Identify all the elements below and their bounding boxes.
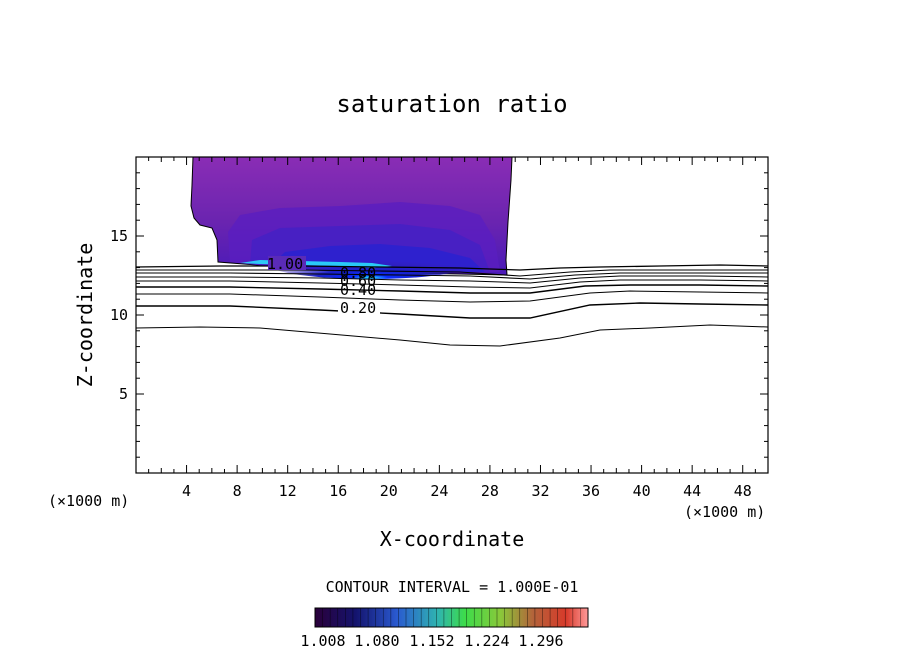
contour-lines <box>136 264 768 347</box>
colorbar-label: 1.296 <box>518 632 563 650</box>
colorbar-label: 1.224 <box>464 632 509 650</box>
y-tick-label: 5 <box>119 385 128 403</box>
contour-line <box>136 302 768 319</box>
x-tick-label: 40 <box>633 482 651 500</box>
x-tick-label: 20 <box>380 482 398 500</box>
x-tick-label: 28 <box>481 482 499 500</box>
x-unit-right: (×1000 m) <box>684 503 765 521</box>
contour-label: 0.20 <box>340 299 376 317</box>
contour-label: 0.60 <box>340 272 376 290</box>
x-tick-label: 4 <box>182 482 191 500</box>
x-tick-label: 32 <box>531 482 549 500</box>
plot-area <box>136 157 768 347</box>
x-tick-label: 16 <box>329 482 347 500</box>
x-tick-label: 48 <box>734 482 752 500</box>
y-axis: 5 10 15 <box>110 172 768 458</box>
contour-label: 0.80 <box>340 264 376 282</box>
colorbar-label: 1.080 <box>354 632 399 650</box>
contour-label-bg <box>338 300 380 314</box>
x-tick-label: 8 <box>233 482 242 500</box>
contour-line <box>136 279 768 289</box>
contour-label-bg <box>268 256 306 270</box>
colorbar-label: 1.008 <box>300 632 345 650</box>
y-tick-label: 10 <box>110 306 128 324</box>
contour-labels: 1.00 0.80 0.60 0.40 0.20 <box>267 255 380 317</box>
x-axis: 4 8 12 16 20 24 28 32 36 40 44 48 <box>148 157 756 500</box>
y-axis-label: Z-coordinate <box>73 243 97 388</box>
contour-line <box>136 269 768 277</box>
x-axis-label: X-coordinate <box>380 527 525 551</box>
colorbar-labels: 1.008 1.080 1.152 1.224 1.296 <box>300 632 563 650</box>
contour-interval-text: CONTOUR INTERVAL = 1.000E-01 <box>326 578 579 596</box>
y-tick-label: 15 <box>110 227 128 245</box>
x-unit-left: (×1000 m) <box>48 492 129 510</box>
contour-line <box>136 275 768 284</box>
contour-label: 1.00 <box>267 255 303 273</box>
colorbar-stripes <box>322 608 581 627</box>
contour-line <box>136 290 768 303</box>
x-tick-label: 12 <box>279 482 297 500</box>
contour-line <box>136 272 768 280</box>
x-tick-label: 44 <box>683 482 701 500</box>
contour-line <box>136 324 768 347</box>
chart-title: saturation ratio <box>336 90 567 118</box>
contour-label: 0.40 <box>340 281 376 299</box>
colorbar-label: 1.152 <box>409 632 454 650</box>
x-tick-label: 24 <box>430 482 448 500</box>
x-tick-label: 36 <box>582 482 600 500</box>
contour-line <box>136 284 768 294</box>
